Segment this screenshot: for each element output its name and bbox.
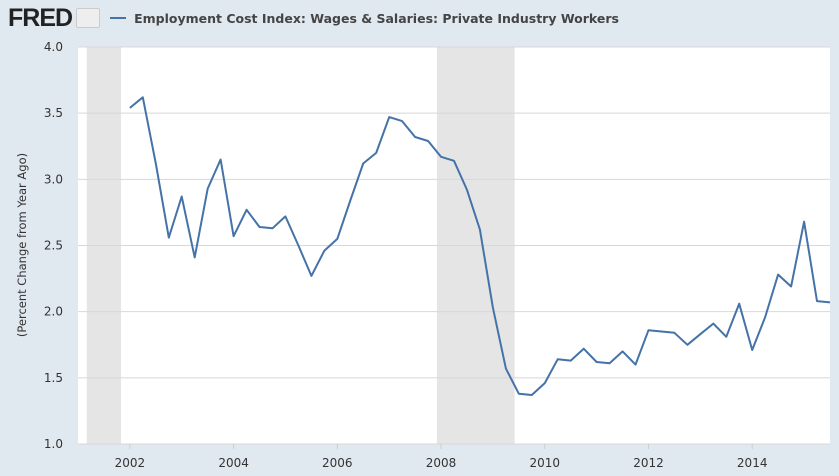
x-tick-label: 2002	[115, 456, 146, 470]
x-tick-label: 2010	[529, 456, 560, 470]
x-tick-label: 2006	[322, 456, 353, 470]
x-tick-label: 2012	[633, 456, 664, 470]
chart-header: FRED Employment Cost Index: Wages & Sala…	[8, 4, 619, 32]
x-tick-label: 2004	[218, 456, 249, 470]
legend-label[interactable]: Employment Cost Index: Wages & Salaries:…	[134, 10, 619, 26]
y-tick-label: 3.5	[44, 106, 63, 120]
chart-logo-icon	[76, 8, 101, 28]
legend-swatch	[110, 17, 127, 19]
y-tick-label: 4.0	[44, 40, 63, 54]
x-tick-label: 2014	[737, 456, 768, 470]
y-tick-label: 2.0	[44, 305, 63, 319]
y-tick-label: 3.0	[44, 172, 63, 186]
y-axis-label: (Percent Change from Year Ago)	[15, 153, 29, 337]
x-tick-label: 2008	[426, 456, 457, 470]
y-tick-label: 1.5	[44, 371, 63, 385]
fred-logo[interactable]: FRED	[8, 3, 73, 32]
y-tick-label: 1.0	[44, 437, 63, 451]
y-tick-label: 2.5	[44, 239, 63, 253]
